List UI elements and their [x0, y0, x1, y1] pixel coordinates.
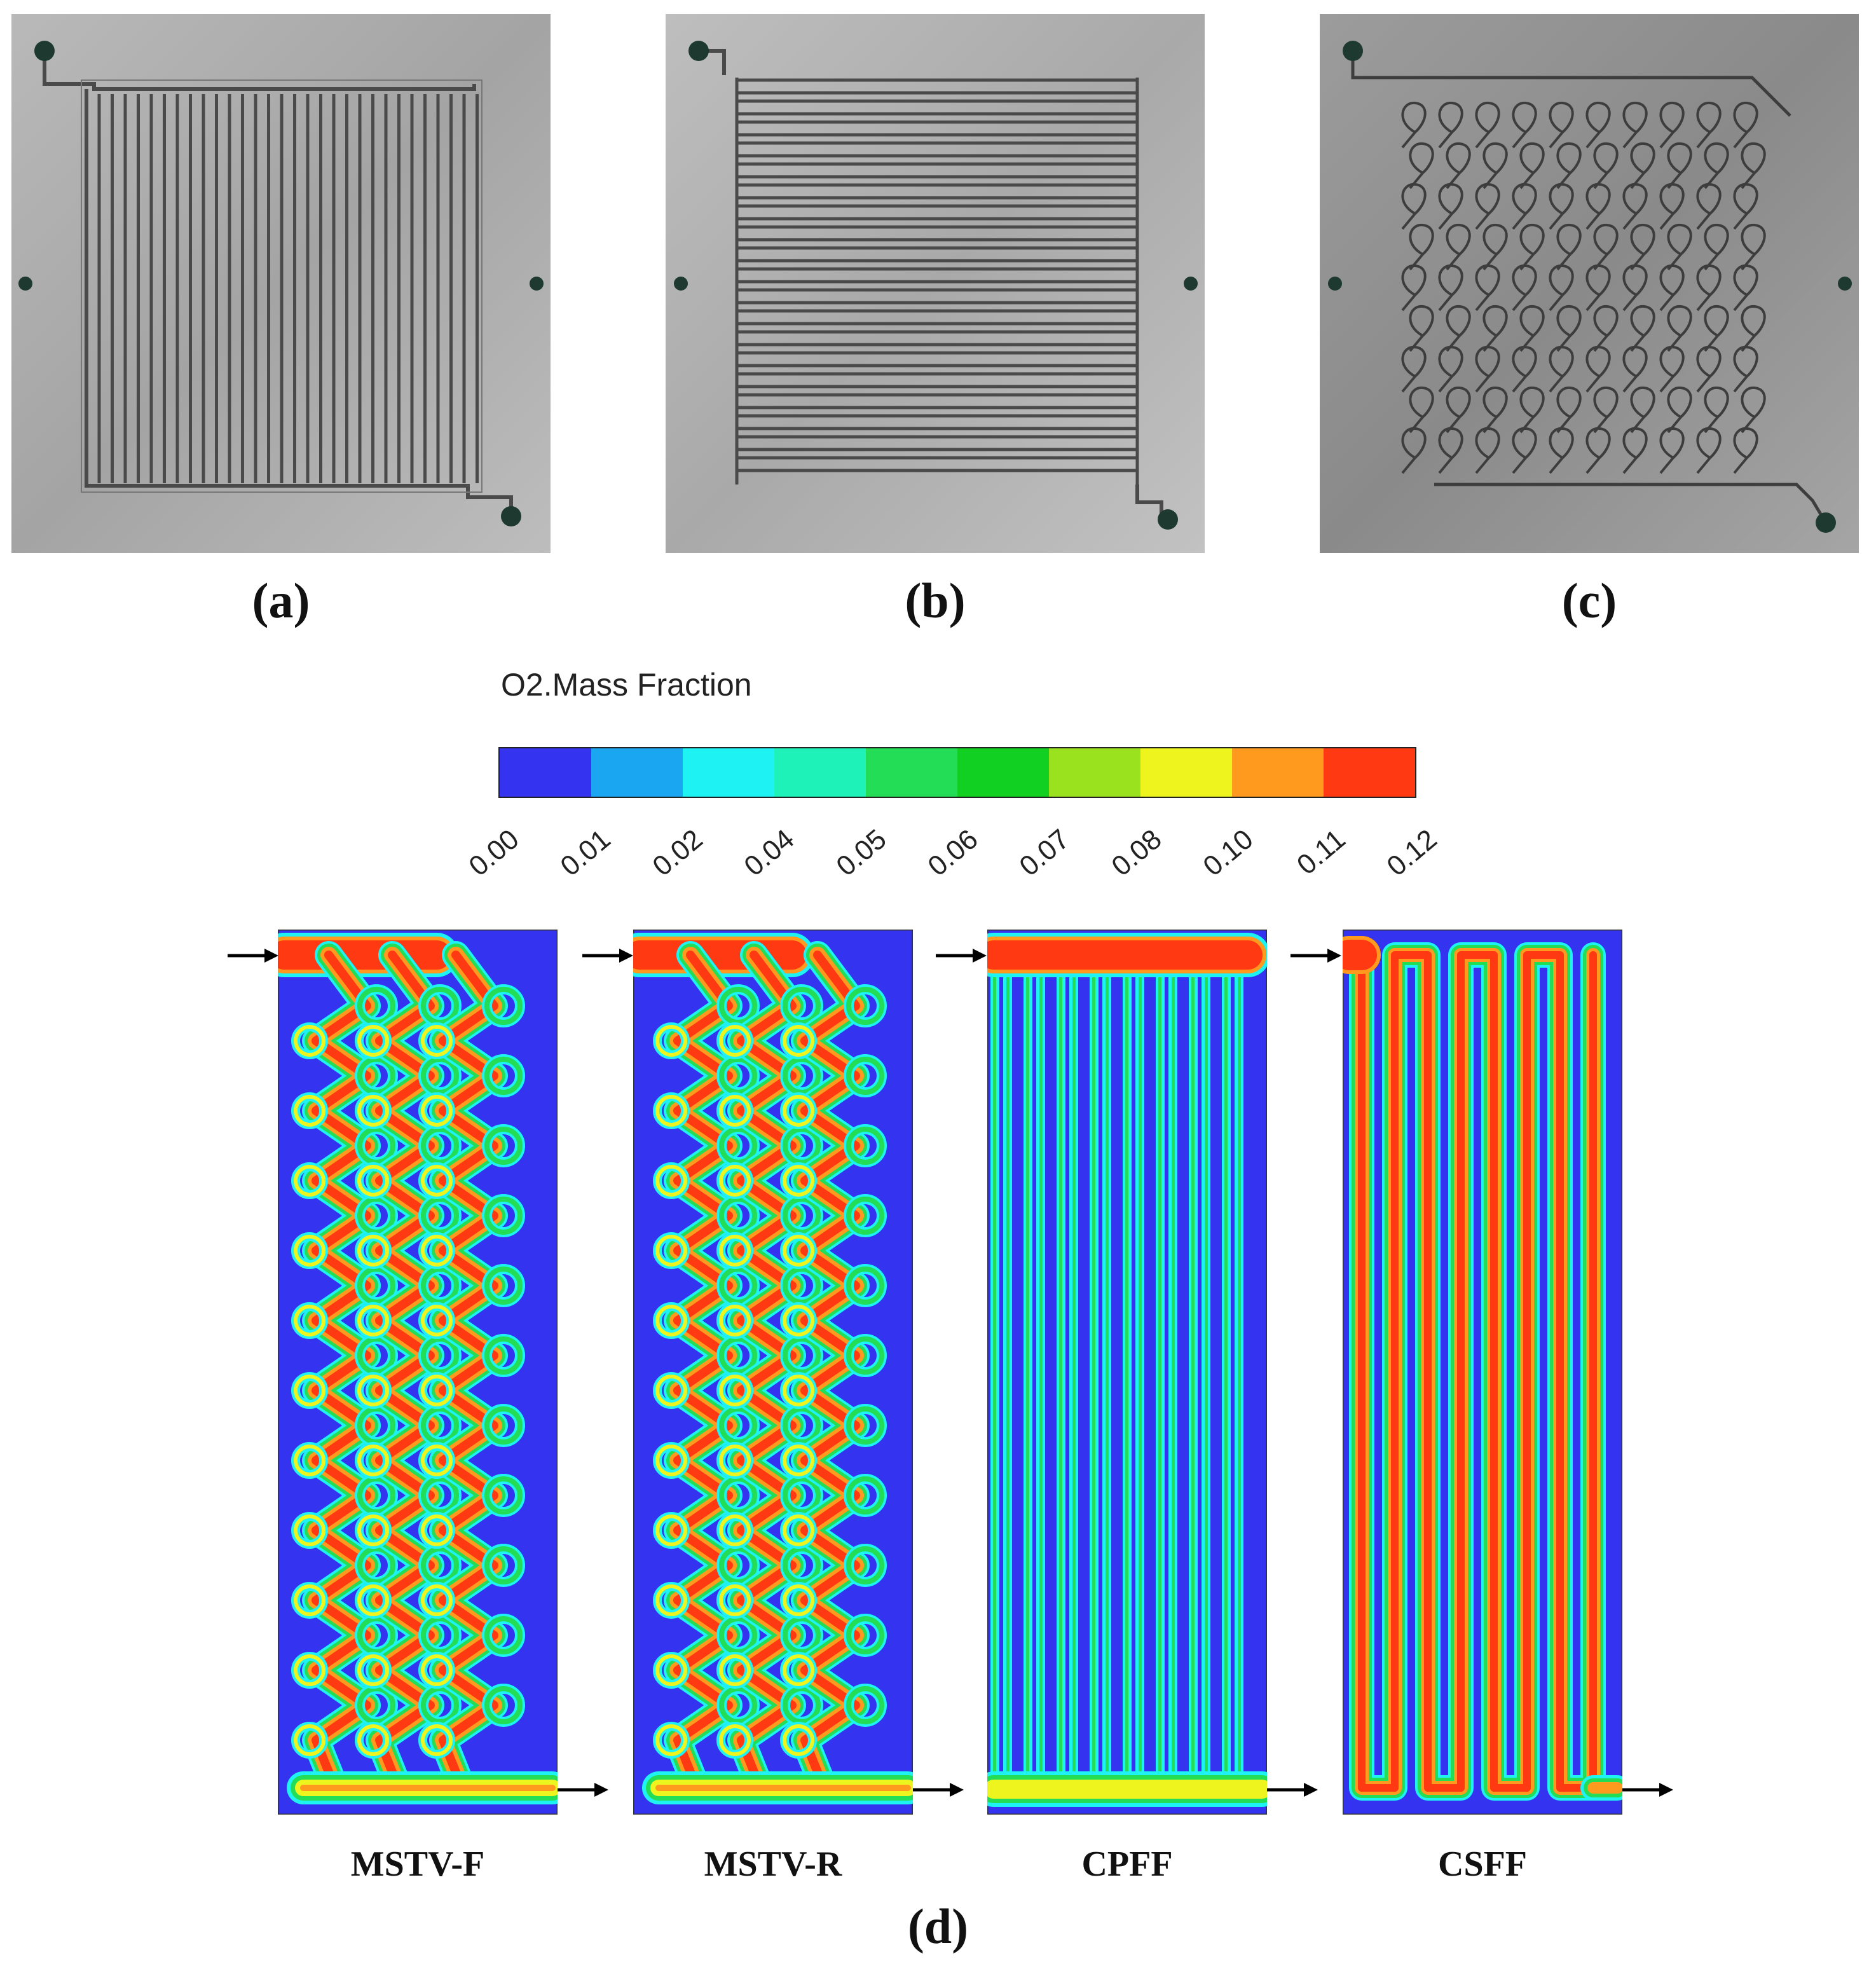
inlet-arrow-1 — [228, 949, 278, 963]
colorbar-tick-label: 0.11 — [1291, 823, 1352, 881]
colorbar-swatch — [866, 748, 957, 797]
colorbar — [498, 747, 1416, 798]
outlet-arrow-4 — [1622, 1783, 1673, 1797]
plate-label-b: (b) — [905, 573, 966, 628]
colorbar-tick-label: 0.06 — [922, 823, 984, 882]
colorbar-swatch — [957, 748, 1049, 797]
sim-label-mstv-f: MSTV-F — [350, 1844, 485, 1884]
contour-mstv-r-svg — [633, 930, 913, 1815]
sim-label-mstv-r: MSTV-R — [704, 1844, 842, 1884]
colorbar-tick-label: 0.12 — [1381, 823, 1443, 882]
colorbar-swatch — [500, 748, 591, 797]
sim-label-csff: CSFF — [1438, 1844, 1527, 1884]
colorbar-swatch — [591, 748, 683, 797]
plate-photo-c — [1320, 14, 1859, 553]
outlet-arrow-3 — [1267, 1783, 1318, 1797]
plate-c-svg — [1320, 14, 1859, 553]
plate-label-a: (a) — [252, 573, 310, 628]
contour-csff — [1343, 930, 1622, 1815]
colorbar-tick-label: 0.05 — [830, 823, 893, 882]
plate-label-c: (c) — [1561, 573, 1617, 628]
contour-cpff — [987, 930, 1267, 1815]
colorbar-swatch — [774, 748, 866, 797]
sim-label-cpff: CPFF — [1081, 1844, 1173, 1884]
contour-mstv-f — [278, 930, 558, 1815]
plate-b-svg — [666, 14, 1205, 553]
plate-photo-b — [666, 14, 1205, 553]
colorbar-title: O2.Mass Fraction — [501, 667, 752, 703]
outlet-arrow-1 — [558, 1783, 608, 1797]
colorbar-tick-label: 0.00 — [463, 823, 525, 882]
inlet-arrow-4 — [1291, 949, 1341, 963]
inlet-arrow-3 — [936, 949, 987, 963]
colorbar-tick-label: 0.08 — [1106, 823, 1168, 882]
colorbar-tick-label: 0.01 — [554, 823, 617, 882]
contour-cpff-svg — [987, 930, 1267, 1815]
colorbar-tick-label: 0.02 — [647, 823, 709, 882]
contour-mstv-f-svg — [278, 930, 558, 1815]
contour-mstv-r — [633, 930, 913, 1815]
colorbar-tick-label: 0.07 — [1013, 823, 1076, 882]
colorbar-swatch — [1049, 748, 1140, 797]
contour-csff-svg — [1343, 930, 1622, 1815]
inlet-arrow-2 — [582, 949, 633, 963]
figure-caption-d: (d) — [907, 1899, 969, 1954]
colorbar-swatch — [1140, 748, 1232, 797]
colorbar-swatch — [683, 748, 774, 797]
plate-photo-a — [11, 14, 551, 553]
colorbar-tick-label: 0.04 — [738, 823, 800, 882]
outlet-arrow-2 — [913, 1783, 964, 1797]
plate-a-svg — [11, 14, 551, 553]
colorbar-tick-label: 0.10 — [1197, 823, 1259, 882]
colorbar-swatch — [1324, 748, 1415, 797]
colorbar-swatch — [1232, 748, 1324, 797]
